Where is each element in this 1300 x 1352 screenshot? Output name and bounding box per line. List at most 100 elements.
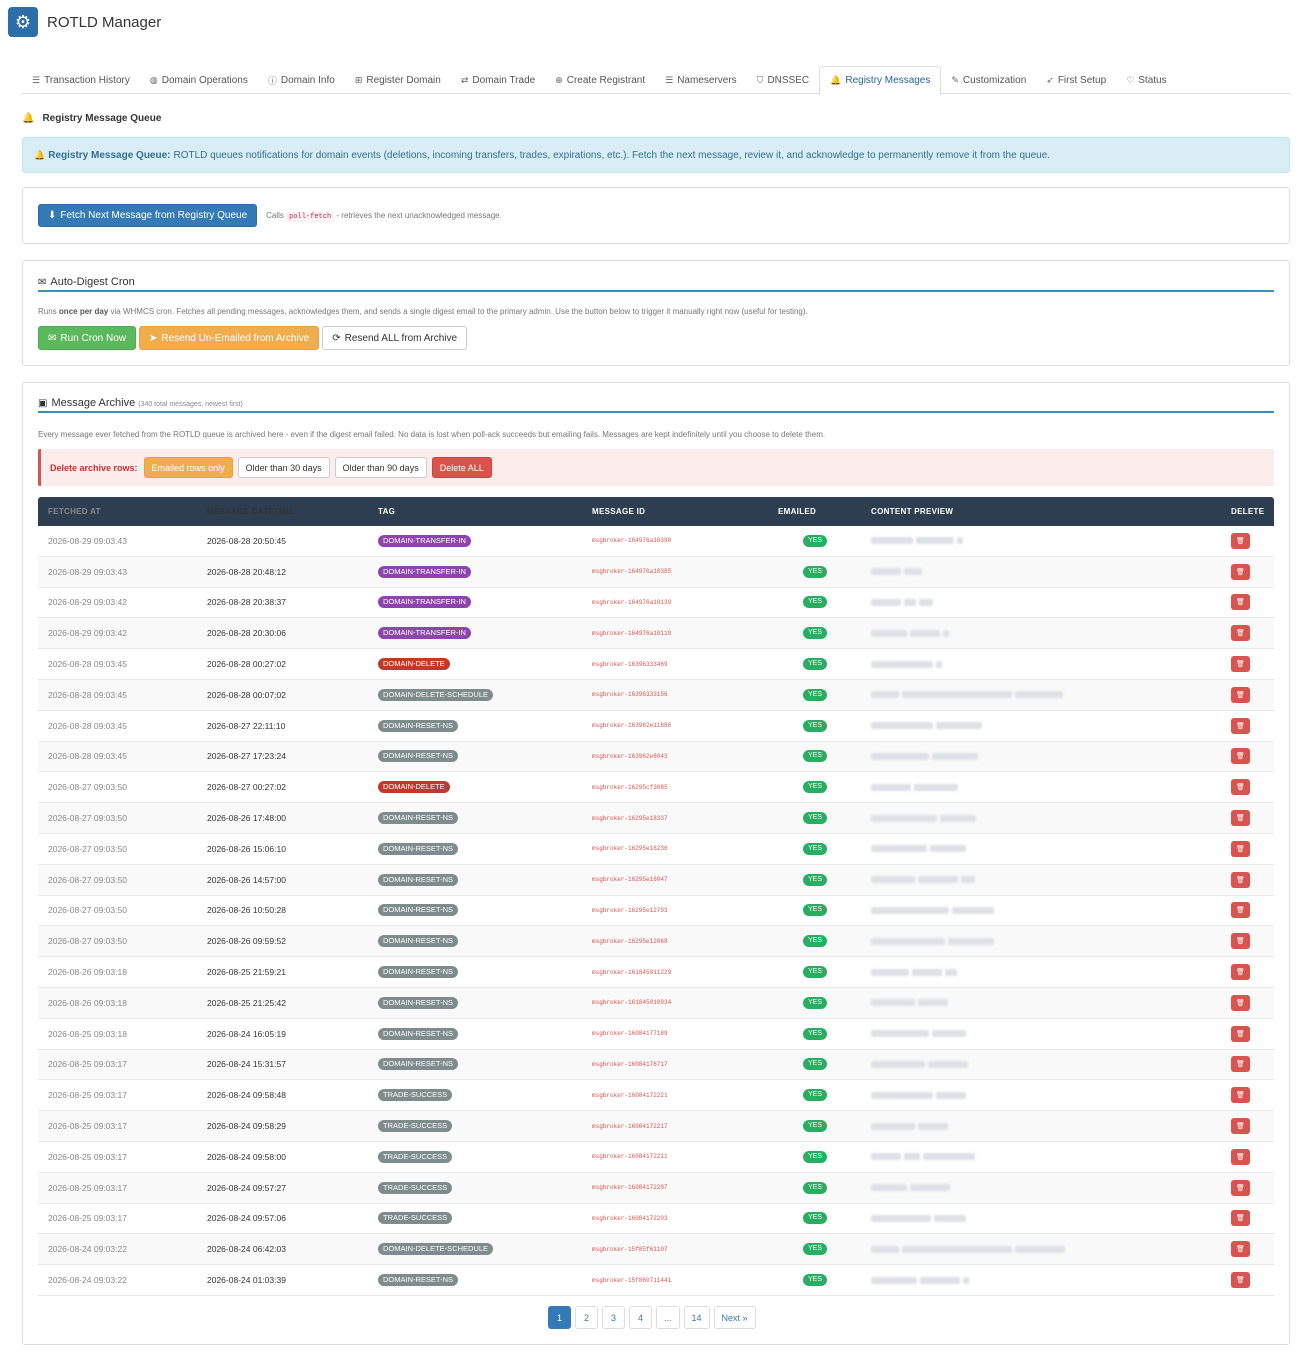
delete-cell: 🗑 (1231, 557, 1250, 587)
tab-domain-info[interactable]: ⓘ Domain Info (258, 66, 345, 94)
trash-icon: 🗑 (1236, 537, 1245, 545)
fetched-at-cell: 2026-08-28 09:03:45 (48, 751, 127, 762)
delete-row-button[interactable]: 🗑 (1231, 1241, 1250, 1258)
tab-label: Domain Info (280, 74, 335, 86)
message-id: msgbroker-16084172217 (592, 1122, 668, 1130)
tab-domain-trade[interactable]: ⇄ Domain Trade (451, 66, 545, 94)
redacted-preview (920, 1276, 960, 1284)
content-preview-cell (871, 803, 976, 833)
delete-row-button[interactable]: 🗑 (1231, 625, 1250, 642)
delete-row-button[interactable]: 🗑 (1231, 686, 1250, 703)
page-4[interactable]: 4 (629, 1306, 652, 1329)
tab-customization[interactable]: ✎ Customization (941, 66, 1036, 94)
delete-row-button[interactable]: 🗑 (1231, 779, 1250, 796)
delete-row-button[interactable]: 🗑 (1231, 1148, 1250, 1165)
emailed-header: EMAILED (778, 507, 817, 516)
tab-nameservers[interactable]: ☰ Nameservers (655, 66, 747, 94)
tab-register-domain[interactable]: ⊞ Register Domain (345, 66, 451, 94)
message-datetime-cell: 2026-08-27 22:11:10 (207, 720, 286, 731)
delete-all-button[interactable]: Delete ALL (431, 457, 492, 478)
tag-badge: TRADE-SUCCESS (378, 1212, 453, 1225)
tab-first-setup[interactable]: ➶ First Setup (1036, 66, 1116, 94)
delete-row-button[interactable]: 🗑 (1231, 1272, 1250, 1289)
plus-square-icon: ⊞ (354, 74, 363, 85)
delete-row-button[interactable]: 🗑 (1231, 532, 1250, 549)
tab-label: Transaction History (44, 74, 130, 86)
page-14[interactable]: 14 (683, 1306, 710, 1329)
message-id: msgbroker-164976a10390 (592, 537, 672, 545)
tag-badge: DOMAIN-RESET-NS (378, 1027, 459, 1040)
content-preview-cell (871, 1234, 1065, 1264)
tag-cell: DOMAIN-RESET-NS (378, 1050, 459, 1080)
message-id: msgbroker-163962e8043 (592, 752, 668, 760)
resend-all-button[interactable]: ⟳ Resend ALL from Archive (322, 326, 468, 350)
delete-row-button[interactable]: 🗑 (1231, 594, 1250, 611)
delete-row-button[interactable]: 🗑 (1231, 994, 1250, 1011)
emailed-badge: YES (803, 904, 828, 917)
message-id-cell: msgbroker-164976a10385 (592, 557, 671, 587)
tab-dnssec[interactable]: ⛉ DNSSEC (747, 66, 819, 94)
delete-row-button[interactable]: 🗑 (1231, 656, 1250, 673)
fetch-hint: Calls poll-fetch - retrieves the next un… (266, 210, 502, 222)
emailed-cell: YES (803, 957, 828, 987)
delete-row-button[interactable]: 🗑 (1231, 871, 1250, 888)
delete-row-button[interactable]: 🗑 (1231, 1087, 1250, 1104)
message-id-cell: msgbroker-161845010934 (592, 988, 671, 1018)
tag-badge: TRADE-SUCCESS (378, 1089, 453, 1102)
message-datetime-cell: 2026-08-24 06:42:03 (207, 1244, 286, 1255)
page-3[interactable]: 3 (602, 1306, 625, 1329)
redacted-preview (871, 999, 915, 1007)
emailed-badge: YES (803, 935, 828, 948)
message-id-cell: msgbroker-16084177189 (592, 1019, 668, 1049)
message-datetime-cell: 2026-08-27 00:27:02 (207, 782, 286, 793)
run-cron-button[interactable]: ✉ Run Cron Now (38, 326, 136, 350)
delete-row-button[interactable]: 🗑 (1231, 840, 1250, 857)
message-datetime-header: MESSAGE DATETIME (207, 507, 295, 516)
content-preview-cell (871, 926, 994, 956)
delete-row-button[interactable]: 🗑 (1231, 563, 1250, 580)
table-row: 2026-08-24 09:03:22 2026-08-24 06:42:03 DO… (38, 1234, 1274, 1266)
page-1[interactable]: 1 (548, 1306, 571, 1329)
delete-row-button[interactable]: 🗑 (1231, 717, 1250, 734)
page-2[interactable]: 2 (575, 1306, 598, 1329)
next-page-button[interactable]: Next » (713, 1306, 756, 1329)
delete-row-button[interactable]: 🗑 (1231, 1179, 1250, 1196)
delete-row-button[interactable]: 🗑 (1231, 964, 1250, 981)
redacted-preview (934, 1214, 966, 1222)
delete-row-button[interactable]: 🗑 (1231, 933, 1250, 950)
message-id-cell: msgbroker-16084172203 (592, 1204, 668, 1234)
delete-older-90-button[interactable]: Older than 90 days (334, 457, 427, 478)
trash-icon: 🗑 (1236, 1092, 1245, 1100)
redacted-preview (871, 629, 907, 637)
fetched-at-cell: 2026-08-29 09:03:43 (48, 566, 127, 577)
delete-row-button[interactable]: 🗑 (1231, 1056, 1250, 1073)
fetch-next-message-button[interactable]: ⬇ Fetch Next Message from Registry Queue (38, 204, 258, 227)
delete-row-button[interactable]: 🗑 (1231, 748, 1250, 765)
tag-cell: DOMAIN-RESET-NS (378, 988, 459, 1018)
info-icon: ⓘ (267, 75, 277, 86)
delete-row-button[interactable]: 🗑 (1231, 1025, 1250, 1042)
tab-domain-operations[interactable]: ◍ Domain Operations (140, 66, 258, 94)
emailed-cell: YES (803, 1080, 828, 1110)
tab-create-registrant[interactable]: ⊕ Create Registrant (545, 66, 655, 94)
redacted-preview (871, 1214, 931, 1222)
redacted-preview (871, 568, 901, 576)
delete-row-button[interactable]: 🗑 (1231, 810, 1250, 827)
tag-badge: DOMAIN-TRANSFER-IN (378, 627, 471, 640)
resend-unemailed-button[interactable]: ➤ Resend Un-Emailed from Archive (138, 326, 320, 350)
delete-cell: 🗑 (1231, 1019, 1250, 1049)
delete-row-button[interactable]: 🗑 (1231, 1118, 1250, 1135)
delete-emailed-only-button[interactable]: Emailed rows only (143, 457, 233, 478)
tab-status[interactable]: ♡ Status (1116, 66, 1176, 94)
emailed-cell: YES (803, 1111, 828, 1141)
tab-registry-messages[interactable]: 🔔 Registry Messages (819, 66, 942, 95)
trash-icon: 🗑 (1236, 722, 1245, 730)
delete-older-30-button[interactable]: Older than 30 days (237, 457, 330, 478)
delete-row-button[interactable]: 🗑 (1231, 902, 1250, 919)
tab-transaction-history[interactable]: ☰ Transaction History (22, 66, 140, 94)
message-id: msgbroker-161845011229 (592, 968, 672, 976)
bell-icon: 🔔 (22, 112, 35, 124)
delete-archive-bar: Delete archive rows: Emailed rows only O… (38, 449, 1274, 486)
message-id: msgbroker-15f860711441 (592, 1276, 672, 1284)
delete-row-button[interactable]: 🗑 (1231, 1210, 1250, 1227)
